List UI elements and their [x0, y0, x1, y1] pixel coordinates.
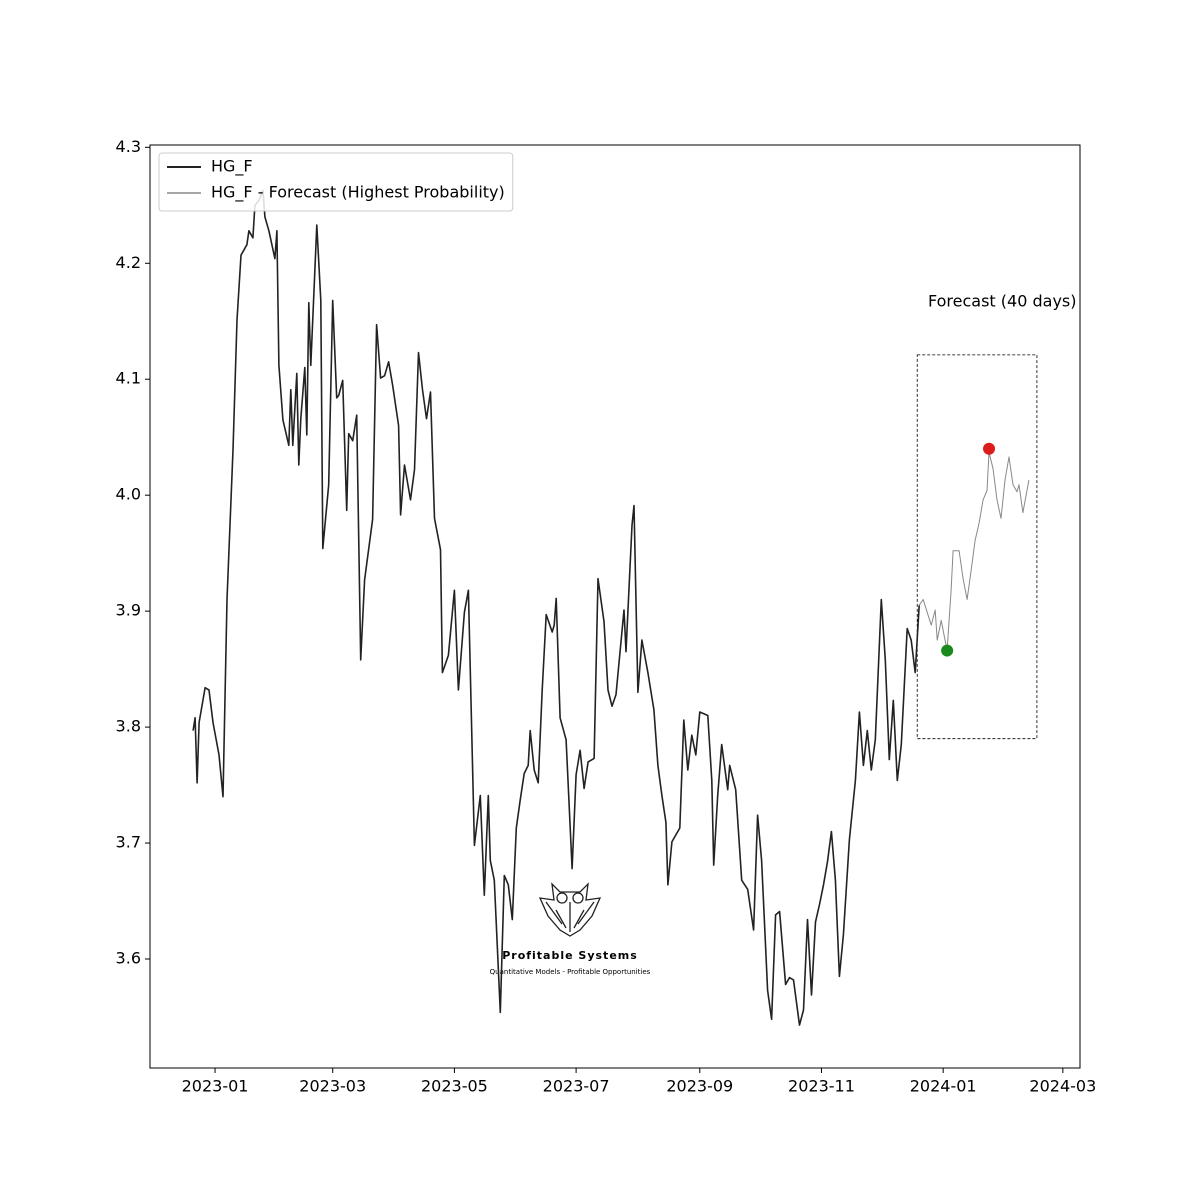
watermark-subtitle: Quantitative Models - Profitable Opportu…	[490, 968, 651, 976]
extreme-marker	[983, 442, 996, 455]
x-tick-label: 2024-01	[910, 1077, 977, 1096]
x-tick-label: 2023-09	[666, 1077, 733, 1096]
series-line	[918, 451, 1030, 652]
series-line	[192, 189, 920, 1026]
y-tick-label: 3.8	[116, 717, 141, 736]
owl-logo	[538, 882, 602, 937]
y-tick-label: 3.9	[116, 601, 141, 620]
x-tick-label: 2023-05	[421, 1077, 488, 1096]
extreme-marker	[941, 644, 954, 657]
x-tick-label: 2023-07	[543, 1077, 610, 1096]
y-tick-label: 4.0	[116, 485, 141, 504]
plot-frame	[149, 144, 1081, 1069]
x-tick-label: 2024-03	[1029, 1077, 1096, 1096]
legend-label: HG_F	[211, 157, 253, 177]
x-tick-label: 2023-11	[788, 1077, 855, 1096]
forecast-box	[916, 354, 1038, 740]
y-tick-label: 4.2	[116, 253, 141, 272]
y-tick-label: 3.7	[116, 833, 141, 852]
x-tick-label: 2023-03	[299, 1077, 366, 1096]
annotation: Forecast (40 days)	[928, 292, 1076, 311]
watermark: Profitable Systems Quantitative Models -…	[490, 882, 651, 976]
legend-label: HG_F - Forecast (Highest Probability)	[211, 183, 505, 203]
y-tick-label: 4.3	[116, 137, 141, 156]
y-tick-label: 3.6	[116, 949, 141, 968]
x-tick-label: 2023-01	[182, 1077, 249, 1096]
watermark-title: Profitable Systems	[502, 949, 638, 962]
legend-box	[158, 152, 514, 212]
legend: HG_F HG_F - Forecast (Highest Probability…	[158, 152, 514, 212]
y-tick-label: 4.1	[116, 369, 141, 388]
